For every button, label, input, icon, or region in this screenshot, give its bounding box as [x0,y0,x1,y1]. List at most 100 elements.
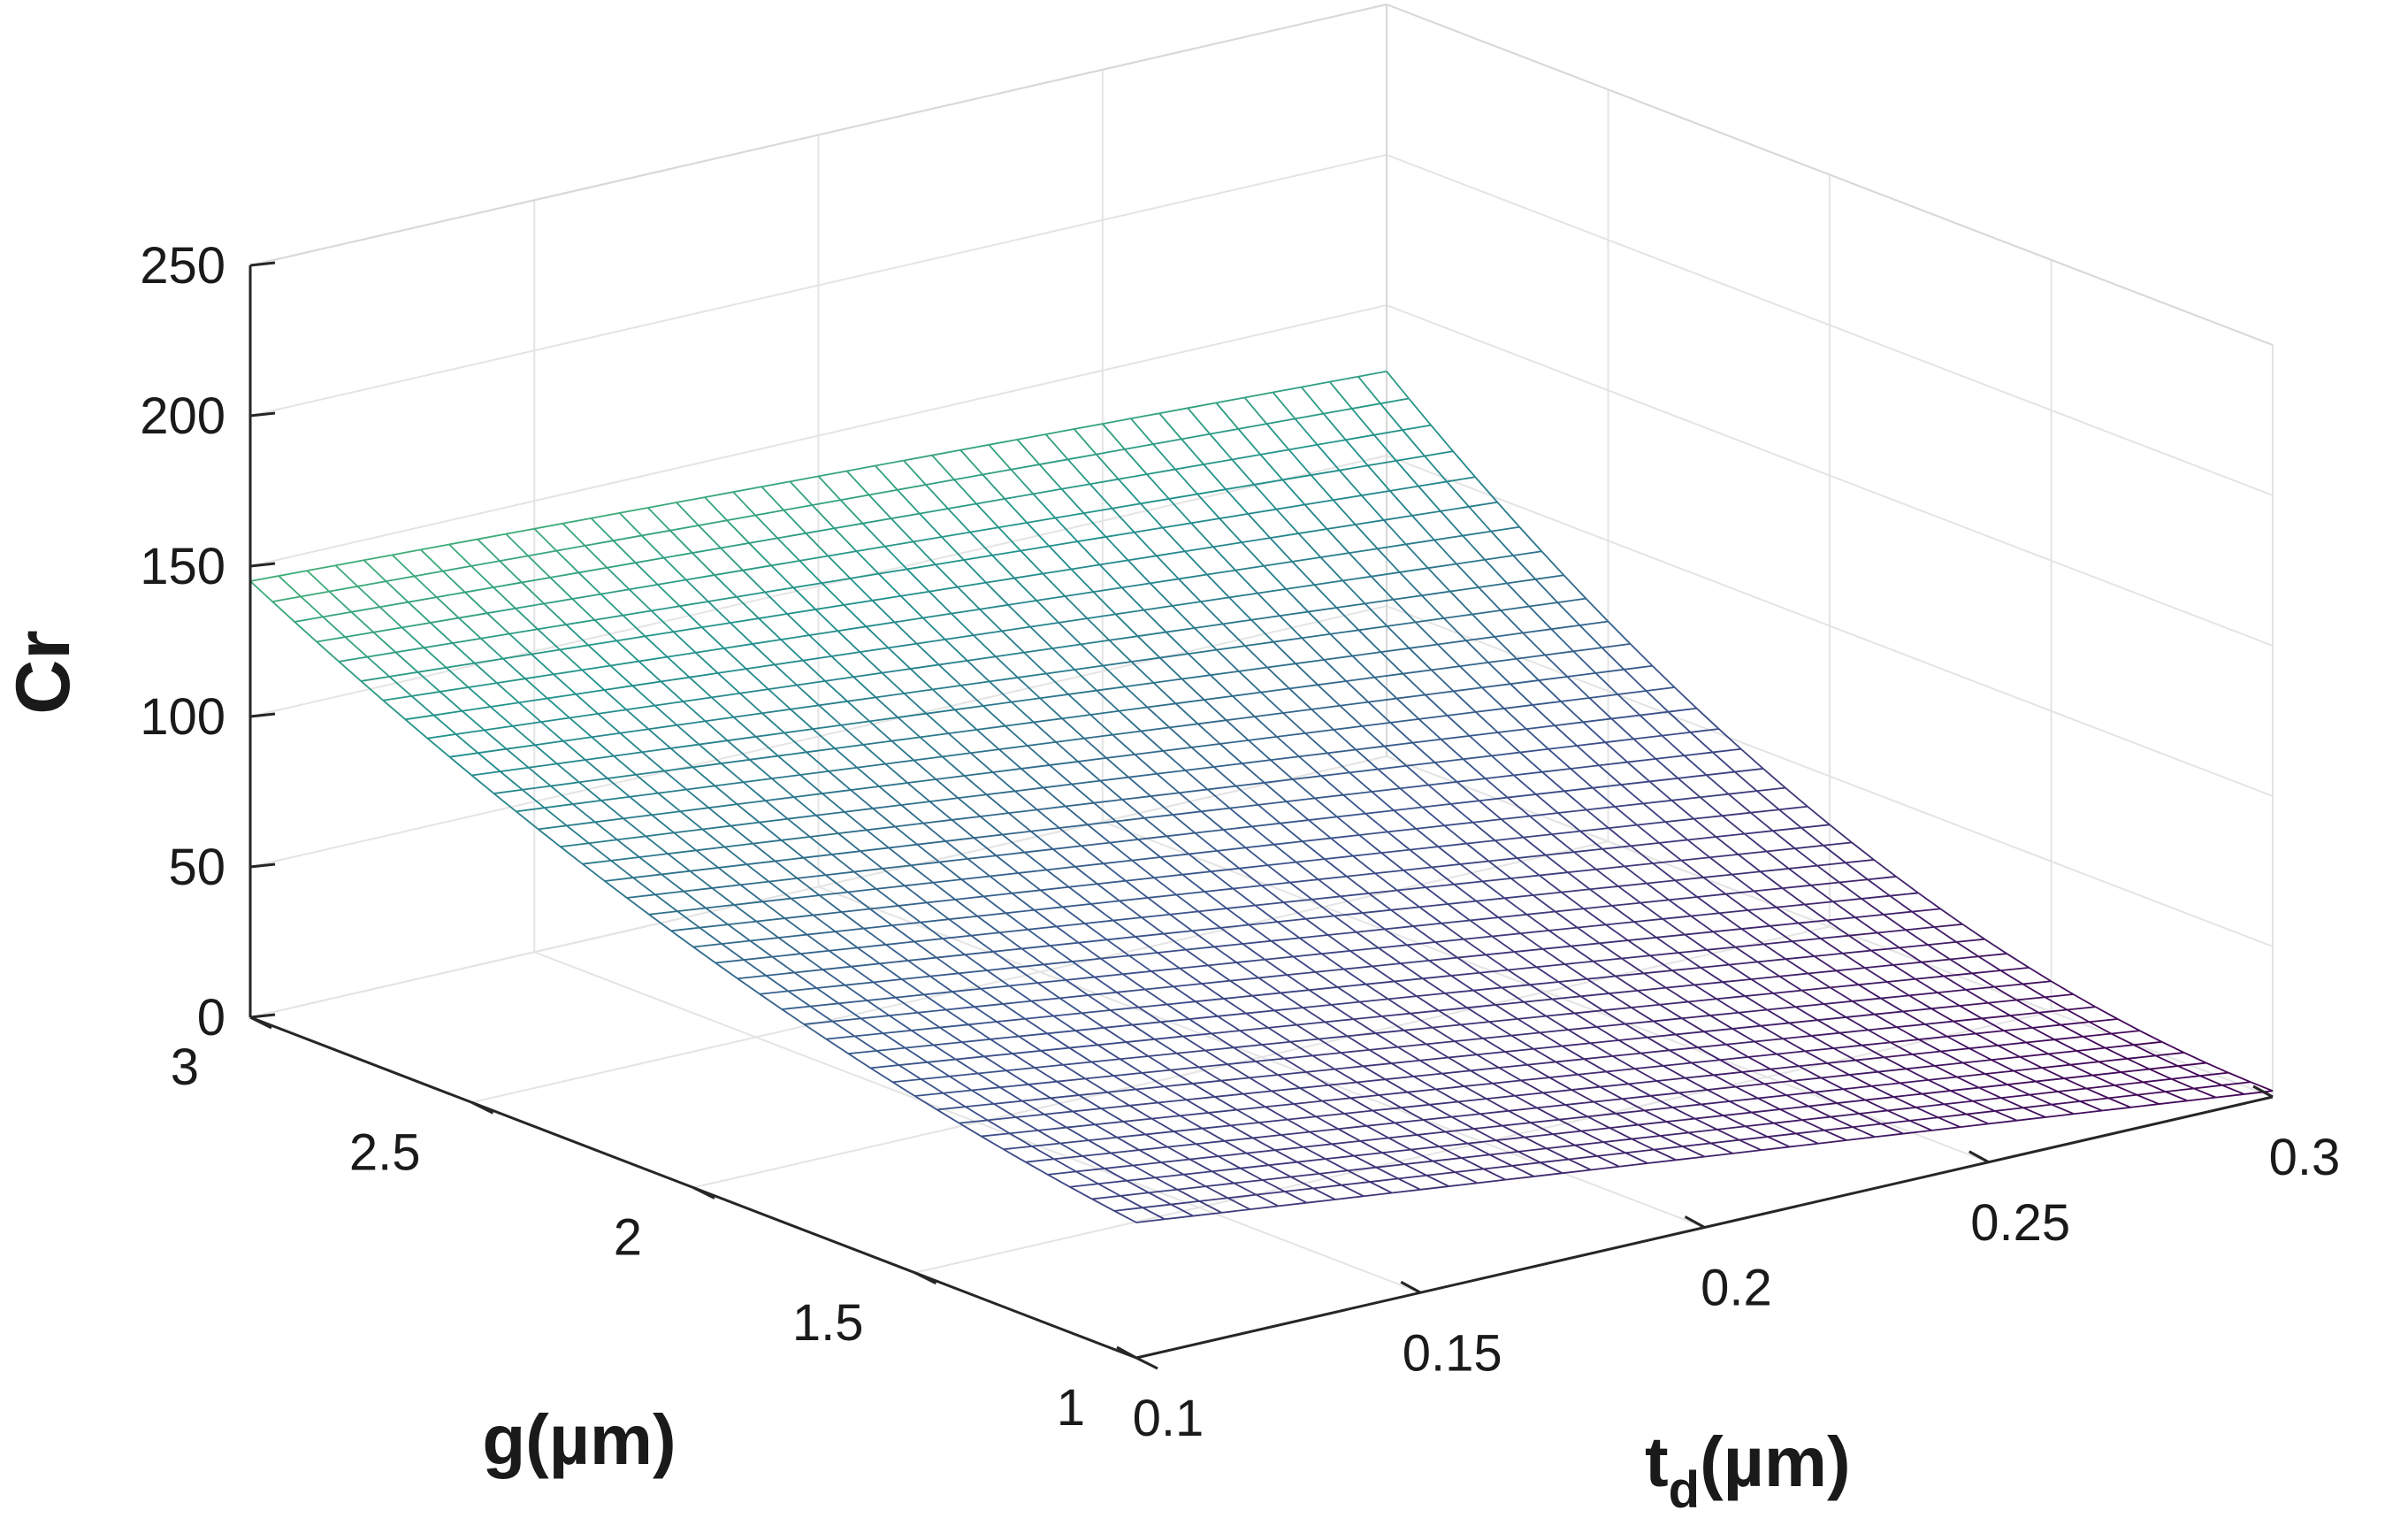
mesh-line-g [1588,697,1612,720]
mesh-line-t [734,901,763,906]
mesh-line-t [1647,879,1676,885]
mesh-line-t [1368,697,1397,703]
mesh-line-t [2155,1052,2184,1057]
mesh-line-t [1021,945,1051,950]
mesh-line-t [1640,899,1670,904]
mesh-line-g [1261,1044,1285,1060]
mesh-line-g [786,613,810,636]
mesh-line-t [1701,1100,1730,1106]
mesh-line-t [991,549,1021,556]
mesh-line-t [1289,878,1319,884]
mesh-line-g [1756,961,1780,977]
mesh-line-t [1133,1161,1162,1167]
mesh-line-t [1602,642,1631,648]
mesh-line-t [1321,949,1350,955]
mesh-line-t [831,850,861,855]
mesh-line-t [2171,1075,2200,1080]
mesh-line-g [1206,573,1230,599]
mesh-line-g [300,595,324,618]
mesh-line-g [1219,927,1243,945]
mesh-line-g [1361,725,1385,747]
mesh-line-g [1459,665,1483,688]
mesh-line-t [1206,569,1236,576]
mesh-line-t [1462,530,1492,537]
mesh-line-t [1902,1008,1932,1013]
mesh-line-t [1447,711,1476,717]
mesh-line-g [1367,464,1391,492]
mesh-line-t [1476,1051,1506,1056]
mesh-line-t [1363,1192,1393,1198]
mesh-line-t [1112,730,1142,736]
mesh-line-t [1536,963,1565,969]
mesh-line-t [512,721,542,727]
mesh-line-t [701,622,731,629]
mesh-line-t [1340,893,1370,898]
mesh-line-g [1760,1024,1784,1039]
mesh-line-g [1563,574,1587,600]
mesh-line-t [1634,1064,1663,1070]
mesh-line-g [1073,428,1097,456]
mesh-line-t [771,774,800,780]
mesh-line-g [660,680,684,702]
mesh-line-g [1330,1004,1355,1020]
mesh-line-g [1583,1058,1607,1073]
mesh-line-t [1031,997,1060,1002]
g-tick-label: 2 [614,1209,642,1267]
mesh-line-g [1452,450,1476,478]
mesh-line-g [1846,1016,1869,1031]
mesh-line-g [1158,656,1183,680]
mesh-line-g [1058,622,1082,646]
mesh-line-g [720,547,744,571]
mesh-line-g [1340,1052,1364,1068]
mesh-line-t [1153,873,1183,879]
mesh-line-g [1836,1102,1860,1115]
mesh-line-g [1192,1083,1216,1098]
mesh-line-t [1624,664,1653,671]
mesh-line-g [1268,1164,1292,1178]
mesh-line-g [1166,1146,1190,1161]
mesh-line-g [939,1026,963,1043]
mesh-line-g [1776,1053,1800,1068]
mesh-line-g [1227,1197,1250,1210]
mesh-line-t [1273,637,1303,643]
mesh-line-t [800,949,829,955]
mesh-line-g [1674,879,1698,898]
mesh-line-g [993,1103,1017,1118]
mesh-line-t [1656,1077,1686,1082]
mesh-line-t [1248,508,1277,515]
mesh-line-g [486,612,510,635]
mesh-line-g [1634,1068,1658,1082]
mesh-line-t [367,651,396,658]
mesh-line-t [1900,1079,1929,1085]
mesh-line-g [2037,1011,2061,1026]
mesh-line-t [1513,770,1543,777]
mesh-line-g [967,660,990,683]
td-tick-mark [1684,1215,1706,1229]
mesh-line-g [733,717,757,738]
mesh-line-t [1526,910,1556,916]
mesh-line-t [2076,1046,2106,1052]
mesh-line-g [2029,1093,2053,1106]
mesh-line-g [998,931,1022,950]
mesh-line-t [1391,1059,1420,1064]
mesh-line-t [942,934,972,939]
mesh-line-t [1921,958,1951,963]
mesh-line-t [1142,1203,1172,1209]
mesh-line-g [278,575,302,598]
mesh-line-t [2086,1085,2115,1090]
mesh-line-g [721,943,745,961]
wall-edge [1386,4,2274,346]
mesh-line-g [903,460,927,486]
mesh-line-g [1287,1118,1311,1133]
mesh-line-g [1150,582,1173,607]
mesh-line-g [1152,443,1176,471]
mesh-line-g [790,709,814,730]
mesh-line-t [1441,734,1470,740]
mesh-line-t [1257,588,1287,594]
mesh-line-g [1029,625,1053,649]
mesh-line-g [1528,605,1552,630]
mesh-line-t [1739,1008,1768,1014]
mesh-line-t [1023,648,1053,654]
mesh-line-t [657,579,686,586]
mesh-line-g [1115,820,1139,840]
